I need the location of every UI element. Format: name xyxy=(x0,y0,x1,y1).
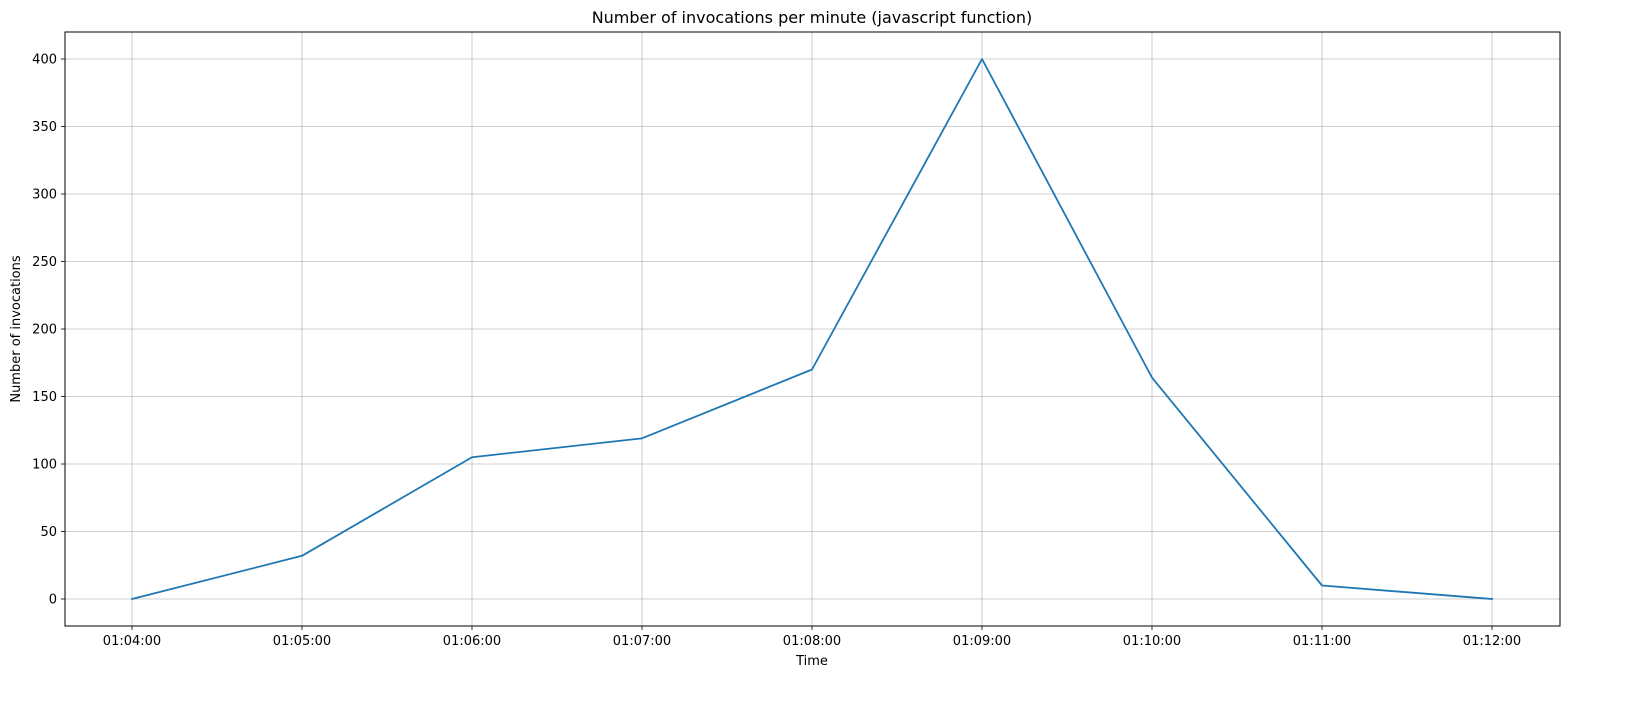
x-tick-label: 01:11:00 xyxy=(1293,634,1351,649)
chart-title: Number of invocations per minute (javasc… xyxy=(592,8,1033,27)
x-tick-label: 01:07:00 xyxy=(613,634,671,649)
y-tick-label: 100 xyxy=(32,458,57,473)
x-tick-label: 01:06:00 xyxy=(443,634,501,649)
x-axis-label: Time xyxy=(795,654,828,669)
x-tick-label: 01:10:00 xyxy=(1123,634,1181,649)
y-tick-label: 50 xyxy=(40,525,57,540)
series-layer xyxy=(130,58,1493,601)
y-tick-label: 0 xyxy=(49,593,57,608)
axis-ticks: 01:04:00 01:05:00 01:06:00 01:07:00 01:08:00… xyxy=(32,53,1521,650)
series-line xyxy=(130,58,1493,601)
y-tick-label: 250 xyxy=(32,255,57,270)
grid xyxy=(65,32,1560,626)
y-tick-label: 300 xyxy=(32,188,57,203)
y-tick-label: 200 xyxy=(32,323,57,338)
x-tick-label: 01:04:00 xyxy=(103,634,161,649)
y-tick-label: 350 xyxy=(32,120,57,135)
y-tick-label: 150 xyxy=(32,390,57,405)
x-tick-label: 01:05:00 xyxy=(273,634,331,649)
y-tick-label: 400 xyxy=(32,53,57,68)
y-axis-label: Number of invocations xyxy=(9,255,24,403)
x-tick-label: 01:09:00 xyxy=(953,634,1011,649)
x-tick-label: 01:12:00 xyxy=(1463,634,1521,649)
x-tick-label: 01:08:00 xyxy=(783,634,841,649)
